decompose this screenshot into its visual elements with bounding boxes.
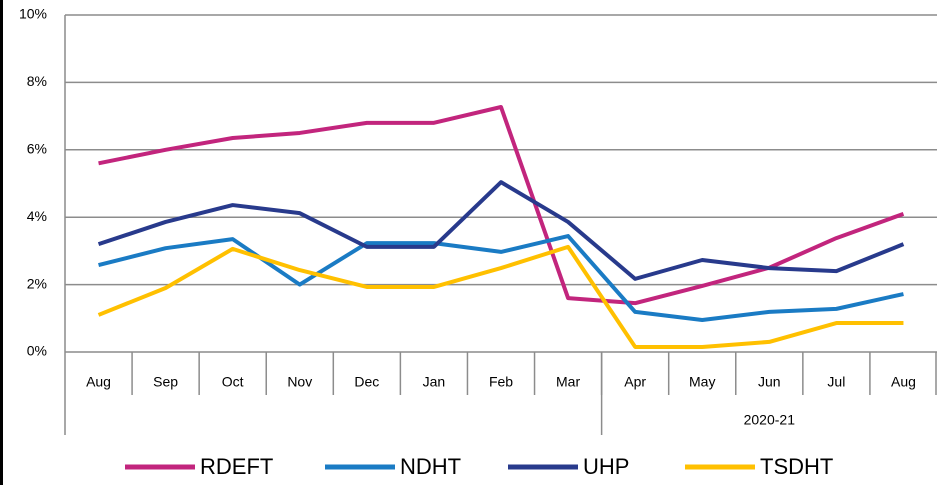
left-border bbox=[0, 0, 3, 485]
y-tick-label: 2% bbox=[27, 275, 47, 291]
x-tick-label: Nov bbox=[287, 374, 312, 390]
x-tick-label: Feb bbox=[489, 374, 513, 390]
series-line bbox=[97, 244, 904, 349]
x-tick-label: Jan bbox=[423, 374, 446, 390]
x-tick-label: Jun bbox=[758, 374, 781, 390]
x-tick-label: Mar bbox=[556, 374, 580, 390]
group-label: 2020-21 bbox=[744, 412, 796, 428]
x-tick-label: Dec bbox=[354, 374, 379, 390]
y-tick-label: 0% bbox=[27, 343, 47, 359]
legend-label: UHP bbox=[583, 454, 629, 479]
y-tick-label: 4% bbox=[27, 208, 47, 224]
series-line bbox=[98, 234, 904, 322]
x-tick-label: Jul bbox=[827, 374, 845, 390]
x-tick-label: Aug bbox=[891, 374, 916, 390]
x-tick-label: Oct bbox=[222, 374, 244, 390]
legend-label: TSDHT bbox=[760, 454, 833, 479]
legend-label: NDHT bbox=[400, 454, 461, 479]
legend-label: RDEFT bbox=[200, 454, 273, 479]
y-tick-label: 8% bbox=[27, 73, 47, 89]
series-line bbox=[98, 105, 905, 306]
x-tick-label: Aug bbox=[86, 374, 111, 390]
series-line bbox=[97, 180, 905, 281]
x-tick-label: Sep bbox=[153, 374, 178, 390]
y-tick-label: 10% bbox=[19, 6, 47, 22]
x-tick-label: May bbox=[689, 374, 715, 390]
x-tick-label: Apr bbox=[624, 374, 646, 390]
y-tick-label: 6% bbox=[27, 141, 47, 157]
